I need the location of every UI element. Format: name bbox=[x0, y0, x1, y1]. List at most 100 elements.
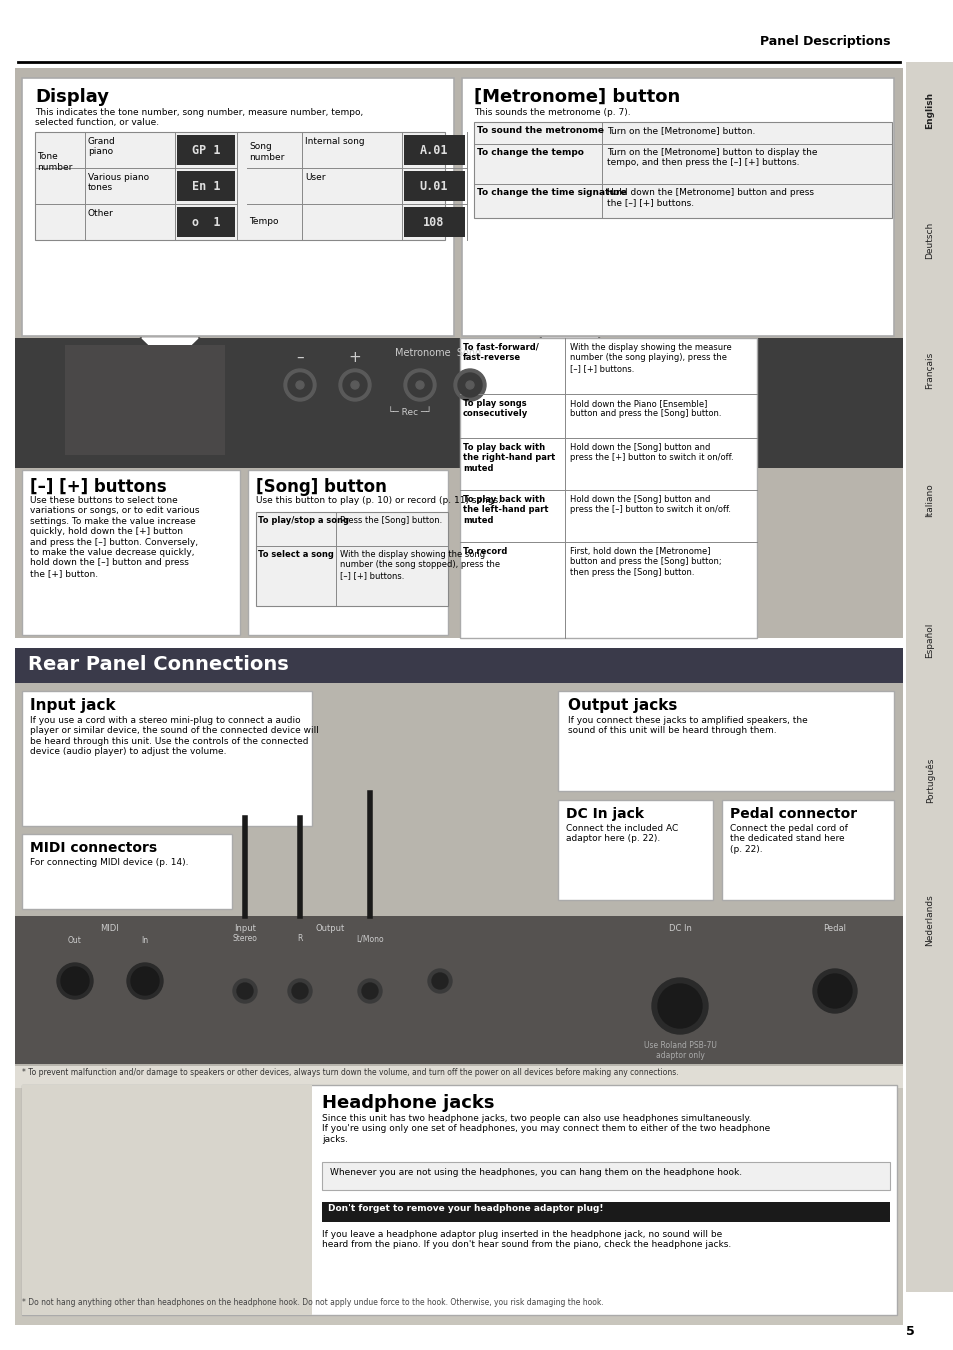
Bar bbox=[22, 691, 312, 826]
Text: With the display showing the song
number (the song stopped), press the
[–] [+] b: With the display showing the song number… bbox=[339, 549, 499, 579]
Circle shape bbox=[63, 969, 87, 994]
Circle shape bbox=[403, 369, 436, 401]
Bar bbox=[15, 68, 902, 639]
Bar bbox=[474, 122, 891, 217]
Text: Don't forget to remove your headphone adaptor plug!: Don't forget to remove your headphone ad… bbox=[328, 1204, 603, 1214]
Circle shape bbox=[454, 369, 485, 401]
Text: U.01: U.01 bbox=[419, 180, 448, 193]
Text: DC In jack: DC In jack bbox=[565, 807, 643, 821]
Text: Output: Output bbox=[315, 923, 344, 933]
Text: 108: 108 bbox=[423, 216, 444, 228]
Text: Pedal: Pedal bbox=[822, 923, 845, 933]
Bar bbox=[459, 338, 757, 639]
Text: Use Roland PSB-7U
adaptor only: Use Roland PSB-7U adaptor only bbox=[643, 1041, 716, 1060]
Text: R: R bbox=[297, 934, 302, 944]
Text: [–] [+] buttons: [–] [+] buttons bbox=[30, 478, 167, 495]
Bar bbox=[403, 135, 464, 165]
Text: 5: 5 bbox=[904, 1324, 913, 1338]
Polygon shape bbox=[539, 338, 599, 370]
Circle shape bbox=[288, 373, 312, 397]
Bar bbox=[22, 470, 240, 634]
Text: [Metronome] button: [Metronome] button bbox=[474, 88, 679, 107]
Text: Hold down the [Metronome] button and press
the [–] [+] buttons.: Hold down the [Metronome] button and pre… bbox=[606, 188, 813, 208]
Circle shape bbox=[295, 381, 304, 389]
Text: Deutsch: Deutsch bbox=[924, 221, 934, 259]
Text: Display: Display bbox=[35, 88, 109, 107]
Text: L/Mono: L/Mono bbox=[355, 934, 383, 944]
Bar bbox=[22, 1085, 896, 1315]
Circle shape bbox=[137, 973, 152, 990]
Text: This indicates the tone number, song number, measure number, tempo,
selected fun: This indicates the tone number, song num… bbox=[35, 108, 363, 127]
Text: User: User bbox=[305, 173, 325, 182]
Text: In: In bbox=[141, 936, 149, 945]
Bar bbox=[15, 1080, 902, 1324]
Text: Use this button to play (p. 10) or record (p. 11) songs.: Use this button to play (p. 10) or recor… bbox=[255, 495, 500, 505]
Bar bbox=[65, 346, 225, 455]
Polygon shape bbox=[142, 338, 198, 364]
Text: English: English bbox=[924, 92, 934, 128]
Circle shape bbox=[357, 979, 381, 1003]
Text: To play back with
the right-hand part
muted: To play back with the right-hand part mu… bbox=[462, 443, 555, 472]
Text: Out: Out bbox=[68, 936, 82, 945]
Bar bbox=[22, 78, 454, 336]
Text: This sounds the metronome (p. 7).: This sounds the metronome (p. 7). bbox=[474, 108, 630, 117]
Bar bbox=[22, 1085, 312, 1315]
Circle shape bbox=[233, 979, 256, 1003]
Text: To select a song: To select a song bbox=[257, 549, 334, 559]
Polygon shape bbox=[140, 338, 200, 370]
Bar bbox=[459, 490, 757, 541]
Text: Internal song: Internal song bbox=[305, 136, 364, 146]
Text: DC In: DC In bbox=[668, 923, 691, 933]
Text: To change the time signature: To change the time signature bbox=[476, 188, 626, 197]
Bar bbox=[177, 207, 234, 238]
Text: To play songs
consecutively: To play songs consecutively bbox=[462, 400, 528, 418]
Text: Other: Other bbox=[88, 209, 113, 217]
Circle shape bbox=[67, 973, 83, 990]
Polygon shape bbox=[541, 338, 598, 364]
Circle shape bbox=[465, 381, 474, 389]
Text: Turn on the [Metronome] button.: Turn on the [Metronome] button. bbox=[606, 126, 755, 135]
Bar bbox=[322, 1162, 889, 1189]
Text: With the display showing the measure
number (the song playing), press the
[–] [+: With the display showing the measure num… bbox=[569, 343, 731, 373]
Circle shape bbox=[288, 979, 312, 1003]
Text: +: + bbox=[348, 350, 361, 365]
Text: For connecting MIDI device (p. 14).: For connecting MIDI device (p. 14). bbox=[30, 859, 189, 867]
Text: Français: Français bbox=[924, 351, 934, 389]
Bar bbox=[403, 171, 464, 201]
Circle shape bbox=[57, 963, 92, 999]
Circle shape bbox=[236, 983, 253, 999]
Bar bbox=[459, 541, 757, 602]
Text: * Do not hang anything other than headphones on the headphone hook. Do not apply: * Do not hang anything other than headph… bbox=[22, 1297, 603, 1307]
Bar bbox=[905, 62, 953, 1292]
Text: To play/stop a song: To play/stop a song bbox=[257, 516, 349, 525]
Text: To change the tempo: To change the tempo bbox=[476, 148, 583, 157]
Circle shape bbox=[132, 969, 157, 994]
Bar bbox=[322, 1202, 889, 1222]
Circle shape bbox=[292, 983, 308, 999]
Text: Since this unit has two headphone jacks, two people can also use headphones simu: Since this unit has two headphone jacks,… bbox=[322, 1114, 769, 1143]
Text: Panel Descriptions: Panel Descriptions bbox=[760, 35, 889, 49]
Text: Rear Panel Connections: Rear Panel Connections bbox=[28, 655, 289, 674]
Text: Turn on the [Metronome] button to display the
tempo, and then press the [–] [+] : Turn on the [Metronome] button to displa… bbox=[606, 148, 817, 167]
Text: Input jack: Input jack bbox=[30, 698, 115, 713]
Bar bbox=[558, 801, 712, 900]
Text: o  1: o 1 bbox=[192, 216, 220, 228]
Bar bbox=[15, 648, 902, 683]
Text: Português: Português bbox=[924, 757, 934, 803]
Text: Español: Español bbox=[924, 622, 934, 657]
Text: MIDI: MIDI bbox=[100, 923, 119, 933]
Text: To play back with
the left-hand part
muted: To play back with the left-hand part mut… bbox=[462, 495, 548, 525]
Circle shape bbox=[131, 967, 159, 995]
Text: Hold down the Piano [Ensemble]
button and press the [Song] button.: Hold down the Piano [Ensemble] button an… bbox=[569, 400, 720, 418]
Text: First, hold down the [Metronome]
button and press the [Song] button;
then press : First, hold down the [Metronome] button … bbox=[569, 547, 720, 576]
Circle shape bbox=[61, 967, 89, 995]
Circle shape bbox=[343, 373, 367, 397]
Bar bbox=[22, 834, 232, 909]
Text: Hold down the [Song] button and
press the [+] button to switch it on/off.: Hold down the [Song] button and press th… bbox=[569, 443, 733, 463]
Bar bbox=[15, 648, 902, 1079]
Circle shape bbox=[338, 369, 371, 401]
Text: –: – bbox=[295, 350, 303, 365]
Text: A.01: A.01 bbox=[419, 143, 448, 157]
Bar bbox=[459, 338, 757, 394]
Text: To sound the metronome: To sound the metronome bbox=[476, 126, 603, 135]
